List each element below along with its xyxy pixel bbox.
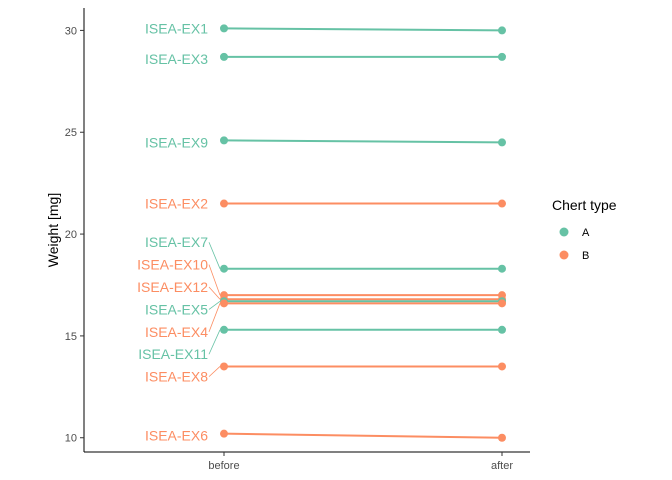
data-point-after <box>498 299 506 308</box>
x-tick-label-after: after <box>491 460 513 472</box>
label-leader-line <box>208 303 221 332</box>
legend-title: Chert type <box>552 197 617 213</box>
axes: 10 15 20 25 30 before after Weight [mg] <box>45 8 530 472</box>
point-label-isea-ex10: ISEA-EX10 <box>137 257 208 273</box>
data-point-before <box>220 136 228 145</box>
legend-key-b <box>559 250 569 260</box>
series-isea-ex6 <box>220 429 506 442</box>
data-point-before <box>220 299 228 308</box>
series-isea-ex7 <box>220 264 506 273</box>
x-tick-label-before: before <box>208 460 239 472</box>
data-point-before <box>220 52 228 61</box>
point-label-isea-ex2: ISEA-EX2 <box>145 196 208 212</box>
legend-label-a: A <box>582 227 590 239</box>
y-ticks: 10 15 20 25 30 <box>65 25 84 445</box>
series-isea-ex3 <box>220 52 506 61</box>
data-point-before <box>220 264 228 273</box>
data-point-before <box>220 325 228 334</box>
point-label-isea-ex6: ISEA-EX6 <box>145 428 208 444</box>
legend-label-b: B <box>582 250 589 262</box>
series-isea-ex1 <box>220 24 506 35</box>
data-point-after <box>498 26 506 35</box>
label-leader-line <box>208 300 221 310</box>
series-isea-ex11 <box>220 325 506 334</box>
data-point-after <box>498 52 506 61</box>
legend: Chert type AB <box>552 197 617 262</box>
data-point-before <box>220 199 228 208</box>
label-leader-line <box>208 264 221 296</box>
x-ticks: before after <box>208 452 513 472</box>
label-leader-line <box>208 366 221 377</box>
y-tick-label: 20 <box>65 229 77 241</box>
series-line <box>223 139 503 144</box>
data-point-before <box>220 362 228 371</box>
series-layer <box>220 24 506 442</box>
data-point-after <box>498 264 506 273</box>
data-point-after <box>498 325 506 334</box>
series-isea-ex9 <box>220 136 506 147</box>
y-tick-label: 10 <box>65 433 77 445</box>
data-point-after <box>498 433 506 442</box>
point-label-isea-ex3: ISEA-EX3 <box>145 51 208 67</box>
data-point-before <box>220 24 228 33</box>
series-isea-ex10 <box>220 291 506 300</box>
point-label-isea-ex7: ISEA-EX7 <box>145 234 208 250</box>
series-isea-ex2 <box>220 199 506 208</box>
data-point-after <box>498 138 506 147</box>
label-leader-line <box>208 242 221 269</box>
series-isea-ex4 <box>220 299 506 308</box>
point-label-isea-ex11: ISEA-EX11 <box>138 346 208 362</box>
point-label-isea-ex12: ISEA-EX12 <box>137 279 208 295</box>
y-tick-label: 30 <box>65 25 77 37</box>
data-point-before <box>220 429 228 438</box>
labels-layer: ISEA-EX1 ISEA-EX3 ISEA-EX9 ISEA-EX2 ISEA-EX7… <box>137 20 221 444</box>
point-label-isea-ex8: ISEA-EX8 <box>145 369 208 385</box>
point-label-isea-ex4: ISEA-EX4 <box>145 324 208 340</box>
data-point-after <box>498 362 506 371</box>
point-label-isea-ex5: ISEA-EX5 <box>145 301 208 317</box>
data-point-after <box>498 199 506 208</box>
y-axis-title: Weight [mg] <box>45 193 61 267</box>
y-tick-label: 15 <box>65 331 77 343</box>
series-line <box>223 432 503 439</box>
legend-key-a <box>559 227 569 237</box>
y-tick-label: 25 <box>65 127 77 139</box>
series-isea-ex8 <box>220 362 506 371</box>
series-line <box>223 27 503 32</box>
point-label-isea-ex9: ISEA-EX9 <box>145 134 208 150</box>
point-label-isea-ex1: ISEA-EX1 <box>145 20 208 36</box>
label-leader-line <box>208 286 221 300</box>
label-leader-line <box>208 329 221 355</box>
